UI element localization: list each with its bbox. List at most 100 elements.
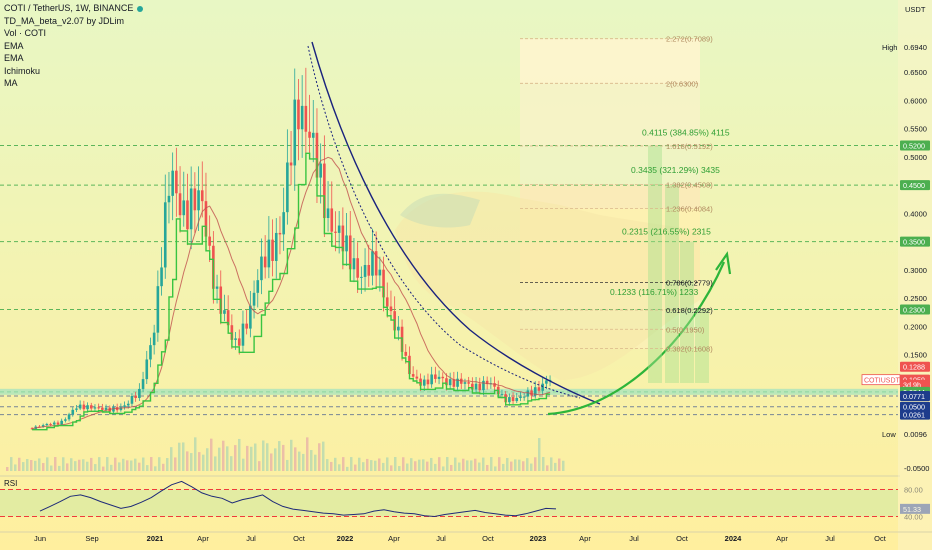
fib-zone-band — [520, 184, 700, 209]
candle-body — [297, 99, 300, 130]
time-tick-label: Apr — [776, 534, 788, 543]
volume-bar — [414, 461, 417, 471]
price-tag-label: 0.0261 — [903, 411, 925, 420]
volume-bar — [402, 457, 405, 471]
legend-title[interactable]: COTI / TetherUS, 1W, BINANCE — [4, 2, 144, 15]
overlay-lines — [31, 41, 732, 431]
candle-body — [300, 105, 304, 130]
volume-bar — [450, 464, 453, 471]
candle-body — [234, 338, 237, 340]
candle-body — [330, 208, 334, 232]
candle-body — [337, 225, 341, 233]
candle-body — [319, 163, 322, 178]
candle-body — [404, 351, 408, 356]
candle-body — [245, 323, 248, 329]
price-tag — [900, 304, 930, 315]
time-axis: Jun Sep 2021 Apr Jul Oct 2022 Apr Jul Oct 2023 Apr J… — [0, 531, 932, 543]
volume-bar — [454, 457, 457, 471]
volume-bar — [110, 464, 113, 471]
candle-body — [282, 212, 285, 235]
volume-bar — [502, 463, 505, 471]
candle-body — [171, 170, 174, 196]
legend-indicator[interactable]: Vol · COTI — [4, 28, 47, 38]
candle-body — [260, 256, 263, 281]
volume-bar — [394, 457, 397, 471]
candle-body — [56, 422, 60, 425]
fib-zone-band — [520, 145, 700, 185]
price-tag — [900, 409, 930, 420]
volume-bar — [350, 457, 353, 471]
volume-bar — [326, 459, 329, 471]
volume-bar — [458, 462, 461, 471]
volume-bar — [162, 463, 165, 471]
legend-indicator[interactable]: EMA — [4, 40, 24, 51]
candle-body — [345, 235, 348, 252]
price-side-label: High — [882, 43, 897, 52]
volume-bar — [486, 464, 489, 471]
candle-body — [78, 404, 82, 409]
candle-body — [397, 326, 400, 331]
volume-bar — [190, 453, 193, 471]
candle-body — [478, 383, 482, 391]
volume-bar — [546, 465, 549, 471]
volume-bar — [22, 462, 25, 471]
legend-indicator[interactable]: Ichimoku — [4, 65, 41, 76]
volume-bar — [6, 467, 9, 471]
volume-bar — [438, 457, 441, 471]
price-tag-label: 0.5200 — [903, 142, 925, 151]
volume-bars — [6, 437, 565, 471]
legend-indicator[interactable]: TD_MA_beta_v2.07 by JDLim — [4, 15, 125, 26]
candle-body — [378, 269, 382, 276]
volume-bar — [446, 457, 449, 471]
target-label: 0.2315 (216.55%) 2315 — [622, 227, 711, 237]
fib-zone-band — [520, 83, 700, 146]
candle-body — [49, 423, 52, 425]
price-tick-label: 0.4000 — [904, 209, 927, 218]
candle-body — [123, 405, 126, 408]
price-tick-label: -0.0500 — [904, 464, 929, 473]
time-tick-label: Apr — [579, 534, 591, 543]
candle-body — [474, 383, 478, 390]
volume-bar — [410, 458, 413, 471]
fib-level-label: 1.382(0.4508) — [666, 181, 713, 190]
candle-body — [360, 276, 363, 278]
volume-bar — [390, 465, 393, 471]
legend-indicator[interactable]: MA — [4, 78, 18, 88]
candle-body — [112, 407, 115, 412]
legend-indicator[interactable]: EMA — [4, 53, 24, 63]
price-tag — [900, 390, 930, 401]
volume-bar — [526, 458, 529, 471]
volume-bar — [62, 457, 65, 471]
rsi-pane-label[interactable]: RSI — [4, 479, 18, 488]
candle-body — [64, 419, 67, 421]
candle-body — [252, 292, 256, 306]
volume-bar — [182, 442, 185, 471]
candle-body — [315, 132, 319, 178]
candle-body — [226, 310, 230, 326]
fib-level-label: 0.618(0.2292) — [666, 306, 713, 315]
candle-body — [326, 208, 330, 219]
volume-bar — [102, 466, 105, 471]
time-tick-label: Jul — [629, 534, 639, 543]
price-axis: USDT 0.6500 0.6000 0.5500 0.5000 0.4500 0.4000… — [861, 0, 932, 550]
volume-bar — [298, 451, 301, 471]
rsi-line — [39, 480, 557, 518]
candle-body — [145, 359, 149, 380]
candles — [30, 67, 552, 430]
volume-bar — [70, 458, 73, 471]
volume-bar — [330, 461, 333, 471]
volume-bar — [378, 458, 381, 471]
price-tick-label: 0.1500 — [904, 351, 927, 360]
fib-level-label: 2.272(0.7089) — [666, 35, 713, 44]
candle-body — [149, 345, 152, 360]
volume-bar — [30, 460, 33, 471]
time-tick-label: Sep — [85, 534, 98, 543]
descending-trend-curve — [311, 41, 601, 405]
candle-body — [101, 407, 104, 410]
price-tick-label: 0.2500 — [904, 294, 927, 303]
volume-bar — [430, 457, 433, 471]
volume-bar — [106, 457, 109, 471]
candle-body — [304, 105, 308, 132]
price-tag-label: 0.3500 — [903, 238, 925, 247]
